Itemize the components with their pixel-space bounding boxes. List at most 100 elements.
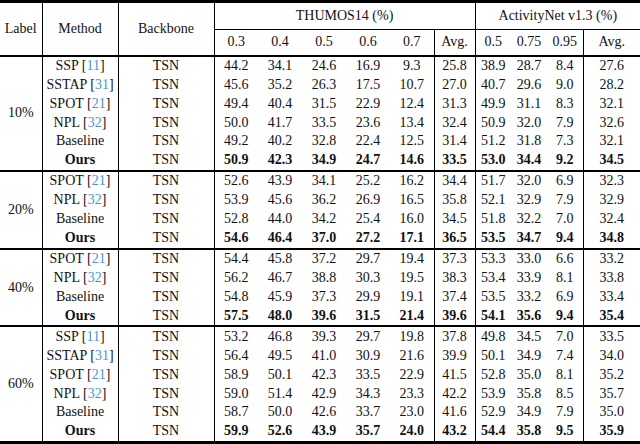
thumos-score-cell: 21.4 (390, 306, 434, 326)
thumos-avg-cell: 25.8 (434, 56, 475, 76)
thumos-score-cell: 59.9 (214, 422, 258, 443)
thumos-score-cell: 46.7 (258, 269, 302, 288)
method-name: NPL (54, 386, 80, 401)
anet-avg-cell: 34.8 (583, 229, 640, 249)
anet-score-cell: 9.4 (547, 306, 583, 326)
anet-avg-cell: 33.2 (583, 249, 640, 269)
thumos-score-cell: 57.5 (214, 306, 258, 326)
anet-score-cell: 49.8 (475, 326, 511, 346)
citation-link[interactable]: 32 (88, 386, 102, 401)
col-header-thumos-0.4: 0.4 (258, 30, 302, 56)
thumos-score-cell: 34.9 (302, 151, 346, 171)
thumos-score-cell: 50.0 (258, 403, 302, 422)
citation-link[interactable]: 11 (86, 329, 99, 344)
method-cell: NPL [32] (42, 191, 118, 210)
method-name: Ours (65, 423, 95, 438)
thumos-score-cell: 29.7 (346, 249, 390, 269)
block-label: 20% (0, 171, 42, 249)
thumos-score-cell: 31.5 (346, 306, 390, 326)
anet-score-cell: 6.9 (547, 288, 583, 307)
citation-link[interactable]: 21 (92, 251, 106, 266)
thumos-score-cell: 44.0 (258, 210, 302, 229)
method-cell: Baseline (42, 403, 118, 422)
method-name: SPOT (50, 96, 84, 111)
table-row: SSTAP [31]TSN56.449.541.030.921.639.950.… (0, 346, 640, 365)
anet-score-cell: 35.8 (511, 384, 547, 403)
citation-link[interactable]: 32 (88, 270, 102, 285)
anet-score-cell: 32.0 (511, 113, 547, 132)
anet-avg-cell: 28.2 (583, 76, 640, 95)
anet-avg-cell: 34.0 (583, 346, 640, 365)
citation-link[interactable]: 11 (86, 58, 99, 73)
thumos-avg-cell: 31.3 (434, 94, 475, 113)
thumos-score-cell: 35.7 (346, 422, 390, 443)
citation-link[interactable]: 21 (92, 367, 106, 382)
thumos-score-cell: 34.1 (258, 56, 302, 76)
thumos-score-cell: 58.7 (214, 403, 258, 422)
thumos-avg-cell: 37.3 (434, 249, 475, 269)
label-block-20pct: 20%SPOT [21]TSN52.643.934.125.216.234.45… (0, 171, 640, 249)
anet-score-cell: 7.9 (547, 191, 583, 210)
thumos-score-cell: 29.7 (346, 326, 390, 346)
backbone-cell: TSN (118, 113, 214, 132)
col-header-method: Method (42, 2, 118, 56)
thumos-score-cell: 31.5 (302, 94, 346, 113)
backbone-cell: TSN (118, 76, 214, 95)
thumos-avg-cell: 31.4 (434, 132, 475, 151)
thumos-score-cell: 41.0 (302, 346, 346, 365)
anet-avg-cell: 32.1 (583, 132, 640, 151)
anet-score-cell: 32.0 (511, 171, 547, 191)
anet-avg-cell: 35.2 (583, 365, 640, 384)
anet-score-cell: 8.5 (547, 384, 583, 403)
thumos-score-cell: 54.8 (214, 288, 258, 307)
anet-score-cell: 32.2 (511, 210, 547, 229)
anet-score-cell: 35.8 (511, 422, 547, 443)
thumos-score-cell: 49.4 (214, 94, 258, 113)
method-cell: Ours (42, 151, 118, 171)
thumos-score-cell: 30.9 (346, 346, 390, 365)
anet-score-cell: 7.9 (547, 113, 583, 132)
thumos-score-cell: 36.2 (302, 191, 346, 210)
anet-score-cell: 34.4 (511, 151, 547, 171)
thumos-avg-cell: 39.9 (434, 346, 475, 365)
anet-score-cell: 33.2 (511, 288, 547, 307)
citation-link[interactable]: 32 (88, 115, 102, 130)
citation-link[interactable]: 32 (88, 192, 102, 207)
anet-score-cell: 35.6 (511, 306, 547, 326)
anet-score-cell: 8.1 (547, 269, 583, 288)
method-cell: Baseline (42, 288, 118, 307)
col-header-anet-0.75: 0.75 (511, 30, 547, 56)
anet-score-cell: 53.5 (475, 229, 511, 249)
thumos-score-cell: 27.2 (346, 229, 390, 249)
thumos-score-cell: 34.1 (302, 171, 346, 191)
col-header-backbone: Backbone (118, 2, 214, 56)
thumos-score-cell: 50.9 (214, 151, 258, 171)
anet-score-cell: 9.2 (547, 151, 583, 171)
thumos-avg-cell: 33.5 (434, 151, 475, 171)
thumos-avg-cell: 35.8 (434, 191, 475, 210)
thumos-score-cell: 37.0 (302, 229, 346, 249)
thumos-score-cell: 34.2 (302, 210, 346, 229)
citation-link[interactable]: 21 (92, 173, 106, 188)
thumos-score-cell: 26.3 (302, 76, 346, 95)
thumos-avg-cell: 41.6 (434, 403, 475, 422)
citation-link[interactable]: 31 (95, 77, 109, 92)
citation-link[interactable]: 31 (95, 348, 109, 363)
anet-score-cell: 35.0 (511, 365, 547, 384)
backbone-cell: TSN (118, 269, 214, 288)
method-cell: NPL [32] (42, 269, 118, 288)
anet-score-cell: 7.4 (547, 346, 583, 365)
thumos-score-cell: 48.0 (258, 306, 302, 326)
citation-link[interactable]: 21 (92, 96, 106, 111)
method-cell: Ours (42, 422, 118, 443)
thumos-score-cell: 56.4 (214, 346, 258, 365)
method-cell: Baseline (42, 132, 118, 151)
anet-score-cell: 51.8 (475, 210, 511, 229)
thumos-score-cell: 50.0 (214, 113, 258, 132)
thumos-score-cell: 41.7 (258, 113, 302, 132)
thumos-score-cell: 25.2 (346, 171, 390, 191)
anet-score-cell: 7.0 (547, 210, 583, 229)
header-group-row: Label Method Backbone THUMOS14 (%) Activ… (0, 2, 640, 30)
block-label: 60% (0, 326, 42, 442)
table-header: Label Method Backbone THUMOS14 (%) Activ… (0, 2, 640, 56)
